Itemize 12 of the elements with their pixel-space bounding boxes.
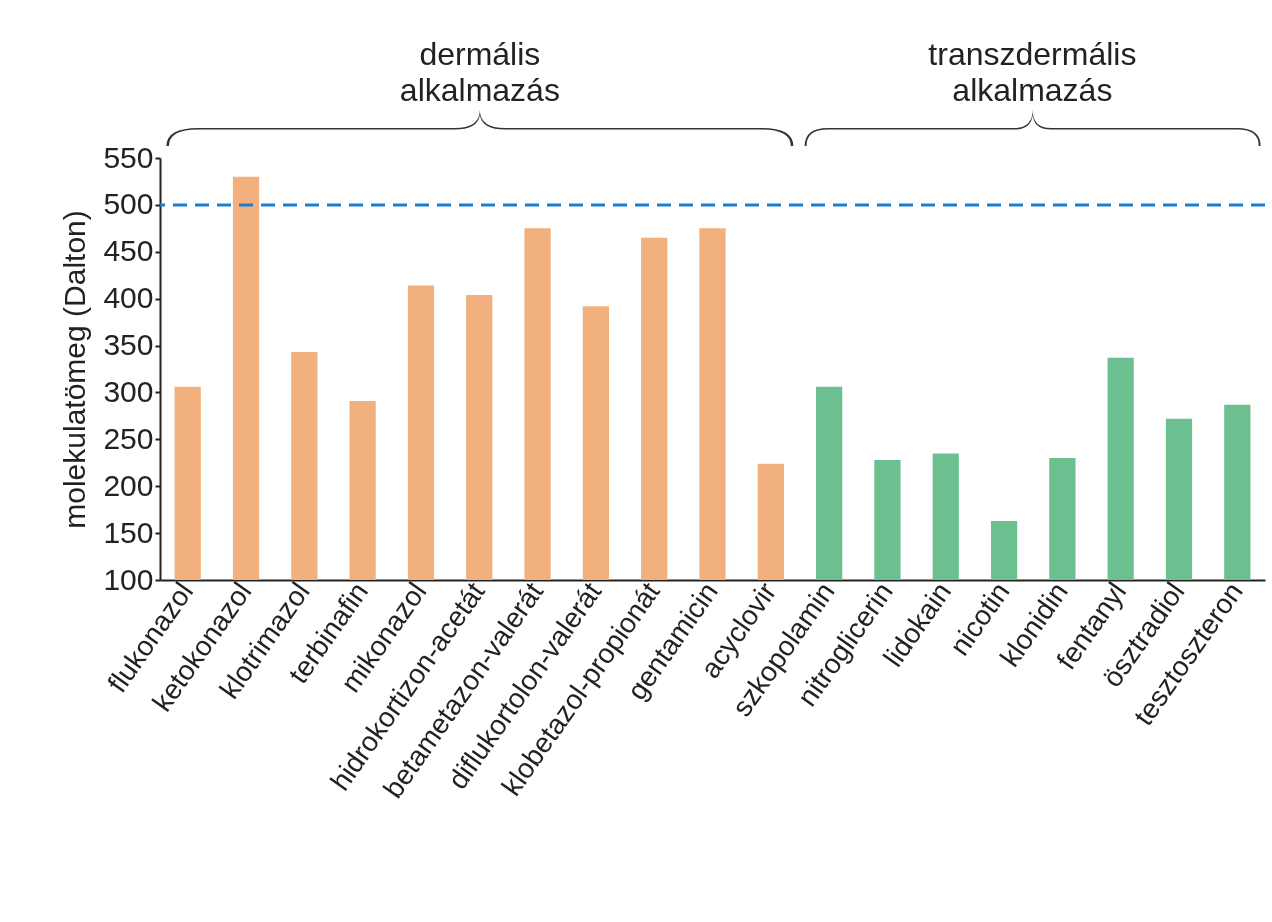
text: dermális alkalmazás bbox=[398, 36, 561, 108]
y-tick-label: 250 bbox=[103, 421, 154, 455]
y-tick-label: 350 bbox=[103, 328, 154, 362]
text: transzdermális alkalmazás bbox=[927, 36, 1138, 108]
y-tick-label: 550 bbox=[103, 140, 154, 174]
y-tick-label: 200 bbox=[103, 468, 154, 502]
y-tick-label: 150 bbox=[103, 515, 154, 549]
y-tick-label: 300 bbox=[103, 374, 154, 408]
y-axis-title: molekulatömeg (Dalton) bbox=[58, 210, 92, 529]
y-tick-label: 450 bbox=[103, 234, 154, 268]
y-tick-label: 500 bbox=[103, 187, 154, 221]
y-tick-label: 400 bbox=[103, 281, 154, 315]
